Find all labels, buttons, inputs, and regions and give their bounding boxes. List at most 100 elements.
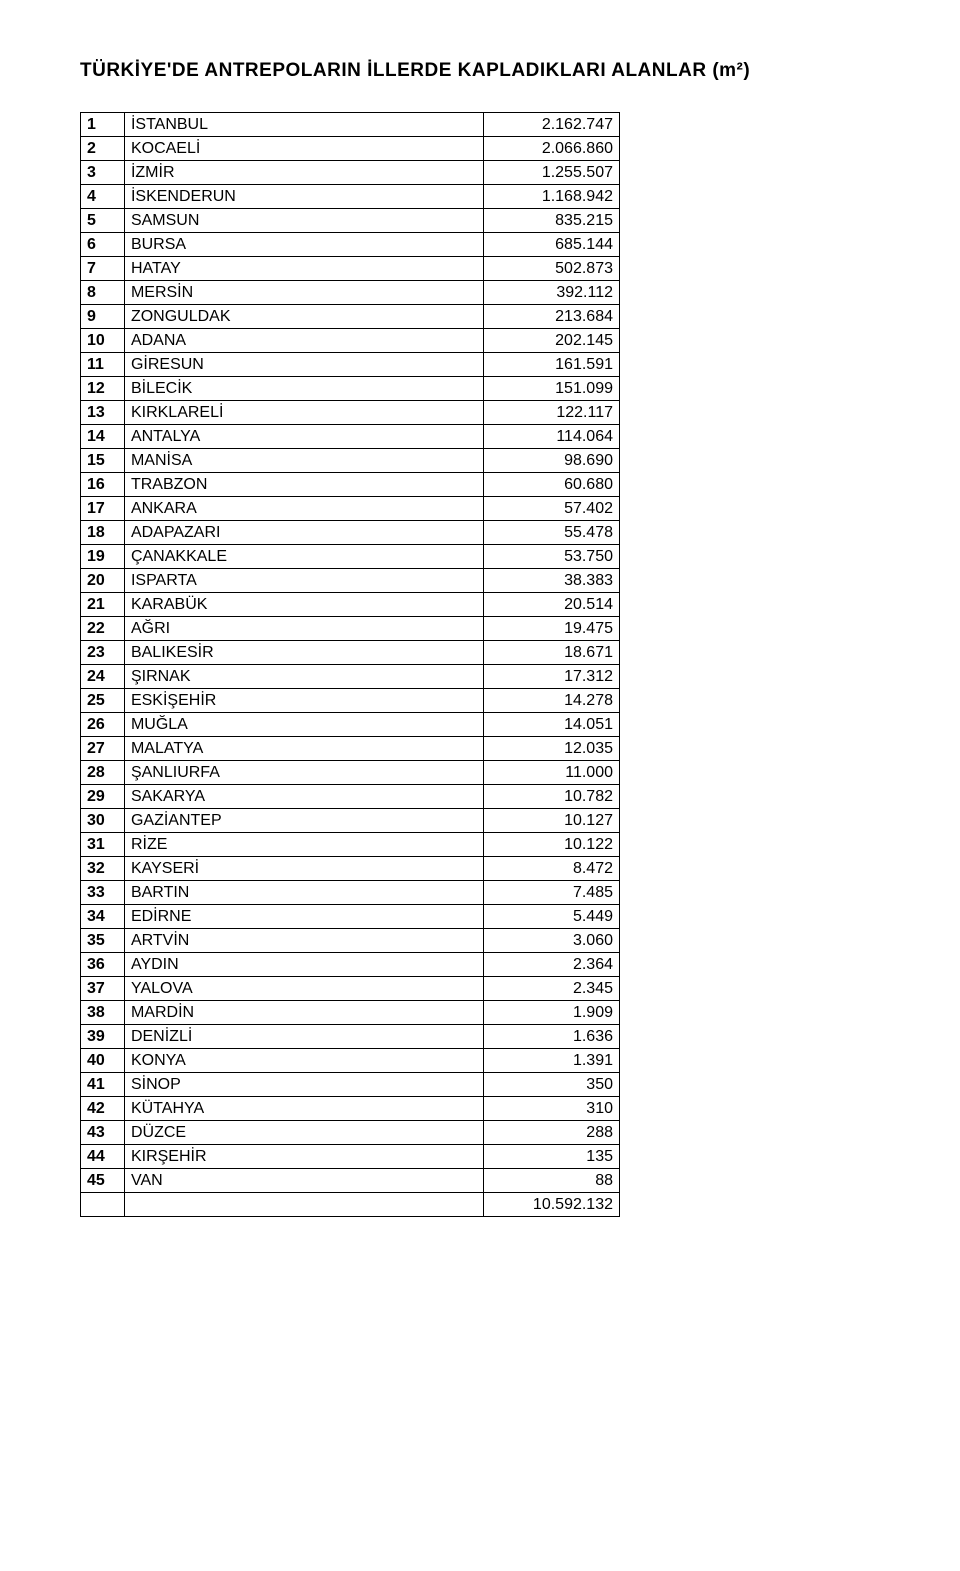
rank-cell: 40 xyxy=(81,1049,125,1073)
table-row: 23BALIKESİR18.671 xyxy=(81,641,620,665)
table-row: 41SİNOP350 xyxy=(81,1073,620,1097)
rank-cell: 17 xyxy=(81,497,125,521)
name-cell: GİRESUN xyxy=(124,353,483,377)
value-cell: 288 xyxy=(484,1121,620,1145)
rank-cell: 6 xyxy=(81,233,125,257)
name-cell: BARTIN xyxy=(124,881,483,905)
rank-cell: 21 xyxy=(81,593,125,617)
value-cell: 10.122 xyxy=(484,833,620,857)
name-cell: VAN xyxy=(124,1169,483,1193)
name-cell: İSKENDERUN xyxy=(124,185,483,209)
name-cell: SAKARYA xyxy=(124,785,483,809)
name-cell: ANKARA xyxy=(124,497,483,521)
value-cell: 502.873 xyxy=(484,257,620,281)
rank-cell: 26 xyxy=(81,713,125,737)
name-cell: GAZİANTEP xyxy=(124,809,483,833)
value-cell: 57.402 xyxy=(484,497,620,521)
table-row: 38MARDİN1.909 xyxy=(81,1001,620,1025)
rank-cell: 5 xyxy=(81,209,125,233)
name-cell: AYDIN xyxy=(124,953,483,977)
table-row: 30GAZİANTEP10.127 xyxy=(81,809,620,833)
rank-cell: 38 xyxy=(81,1001,125,1025)
table-row: 12BİLECİK151.099 xyxy=(81,377,620,401)
rank-cell: 37 xyxy=(81,977,125,1001)
table-row: 17ANKARA57.402 xyxy=(81,497,620,521)
table-row: 36AYDIN2.364 xyxy=(81,953,620,977)
rank-cell: 20 xyxy=(81,569,125,593)
rank-cell: 25 xyxy=(81,689,125,713)
name-cell: ISPARTA xyxy=(124,569,483,593)
total-value-cell: 10.592.132 xyxy=(484,1193,620,1217)
data-table: 1İSTANBUL2.162.7472KOCAELİ2.066.8603İZMİ… xyxy=(80,112,620,1217)
name-cell: DÜZCE xyxy=(124,1121,483,1145)
value-cell: 14.051 xyxy=(484,713,620,737)
rank-cell: 30 xyxy=(81,809,125,833)
name-cell: KIRŞEHİR xyxy=(124,1145,483,1169)
value-cell: 161.591 xyxy=(484,353,620,377)
table-row: 40KONYA1.391 xyxy=(81,1049,620,1073)
table-row: 2KOCAELİ2.066.860 xyxy=(81,137,620,161)
value-cell: 685.144 xyxy=(484,233,620,257)
name-cell: İZMİR xyxy=(124,161,483,185)
value-cell: 392.112 xyxy=(484,281,620,305)
value-cell: 55.478 xyxy=(484,521,620,545)
name-cell: HATAY xyxy=(124,257,483,281)
name-cell: MALATYA xyxy=(124,737,483,761)
value-cell: 835.215 xyxy=(484,209,620,233)
name-cell: BALIKESİR xyxy=(124,641,483,665)
name-cell: KOCAELİ xyxy=(124,137,483,161)
rank-cell: 9 xyxy=(81,305,125,329)
rank-cell: 2 xyxy=(81,137,125,161)
name-cell: DENİZLİ xyxy=(124,1025,483,1049)
value-cell: 18.671 xyxy=(484,641,620,665)
value-cell: 19.475 xyxy=(484,617,620,641)
table-row: 11GİRESUN161.591 xyxy=(81,353,620,377)
value-cell: 350 xyxy=(484,1073,620,1097)
table-row: 34EDİRNE5.449 xyxy=(81,905,620,929)
table-row: 7HATAY502.873 xyxy=(81,257,620,281)
name-cell: EDİRNE xyxy=(124,905,483,929)
name-cell: MANİSA xyxy=(124,449,483,473)
name-cell: ANTALYA xyxy=(124,425,483,449)
value-cell: 2.364 xyxy=(484,953,620,977)
value-cell: 60.680 xyxy=(484,473,620,497)
rank-cell: 22 xyxy=(81,617,125,641)
table-row: 24ŞIRNAK17.312 xyxy=(81,665,620,689)
value-cell: 17.312 xyxy=(484,665,620,689)
value-cell: 2.066.860 xyxy=(484,137,620,161)
table-row: 19ÇANAKKALE53.750 xyxy=(81,545,620,569)
table-row: 44KIRŞEHİR135 xyxy=(81,1145,620,1169)
name-cell: ESKİŞEHİR xyxy=(124,689,483,713)
value-cell: 114.064 xyxy=(484,425,620,449)
table-row: 3İZMİR1.255.507 xyxy=(81,161,620,185)
table-row: 33BARTIN7.485 xyxy=(81,881,620,905)
rank-cell: 35 xyxy=(81,929,125,953)
page-title: TÜRKİYE'DE ANTREPOLARIN İLLERDE KAPLADIK… xyxy=(80,60,880,82)
value-cell: 20.514 xyxy=(484,593,620,617)
rank-cell: 24 xyxy=(81,665,125,689)
value-cell: 2.345 xyxy=(484,977,620,1001)
rank-cell: 8 xyxy=(81,281,125,305)
table-row: 8MERSİN392.112 xyxy=(81,281,620,305)
name-cell: ÇANAKKALE xyxy=(124,545,483,569)
table-row: 5SAMSUN835.215 xyxy=(81,209,620,233)
rank-cell: 12 xyxy=(81,377,125,401)
name-cell: SAMSUN xyxy=(124,209,483,233)
name-cell: TRABZON xyxy=(124,473,483,497)
rank-cell: 10 xyxy=(81,329,125,353)
name-cell: KIRKLARELİ xyxy=(124,401,483,425)
rank-cell: 29 xyxy=(81,785,125,809)
table-row: 35ARTVİN3.060 xyxy=(81,929,620,953)
rank-cell: 33 xyxy=(81,881,125,905)
rank-cell: 28 xyxy=(81,761,125,785)
table-row: 15MANİSA98.690 xyxy=(81,449,620,473)
name-cell: KAYSERİ xyxy=(124,857,483,881)
value-cell: 213.684 xyxy=(484,305,620,329)
total-row: 10.592.132 xyxy=(81,1193,620,1217)
value-cell: 122.117 xyxy=(484,401,620,425)
value-cell: 2.162.747 xyxy=(484,113,620,137)
table-row: 28ŞANLIURFA11.000 xyxy=(81,761,620,785)
table-row: 31RİZE10.122 xyxy=(81,833,620,857)
rank-cell: 11 xyxy=(81,353,125,377)
table-row: 25ESKİŞEHİR14.278 xyxy=(81,689,620,713)
